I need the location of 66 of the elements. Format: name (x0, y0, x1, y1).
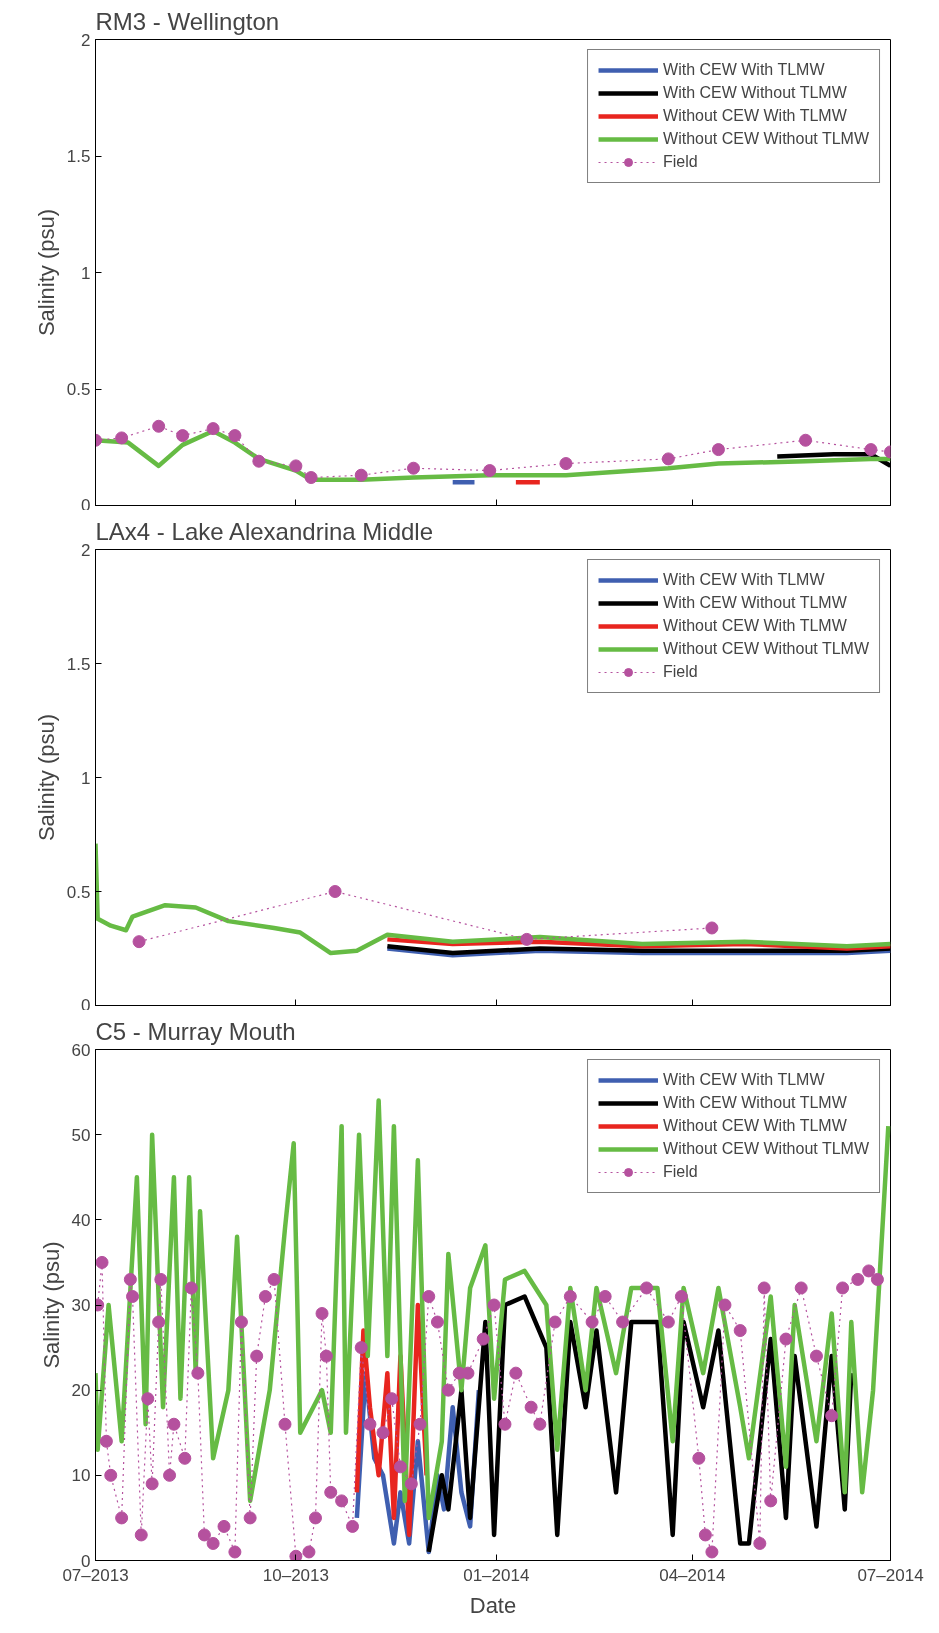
legend-label: Without CEW With TLMW (663, 617, 847, 635)
legend-label: Field (663, 663, 698, 681)
point (711, 443, 725, 457)
legend-label: With CEW With TLMW (663, 61, 825, 79)
y-axis-title: Salinity (psu) (38, 1241, 64, 1369)
legend-label: Without CEW With TLMW (663, 107, 847, 125)
y-tick-label: 50 (71, 1125, 91, 1145)
y-tick-label: 1 (81, 768, 91, 788)
line-series (95, 841, 891, 956)
point (799, 433, 813, 447)
y-tick-label: 1 (81, 263, 91, 283)
legend-label: Without CEW With TLMW (663, 1117, 847, 1135)
point (407, 461, 420, 475)
line-series (95, 1098, 891, 1521)
chart-title: C5 - Murray Mouth (95, 1017, 296, 1045)
point (252, 454, 266, 468)
y-tick-label: 2 (81, 30, 91, 50)
legend-label: With CEW Without TLMW (663, 594, 847, 612)
legend-label: With CEW Without TLMW (663, 84, 847, 102)
point (864, 443, 878, 457)
y-tick-label: 60 (71, 1040, 91, 1060)
y-tick-label: 10 (71, 1466, 91, 1486)
legend-label: With CEW With TLMW (663, 1071, 825, 1089)
point (328, 885, 342, 898)
chart-title: RM3 - Wellington (95, 7, 280, 35)
point (483, 464, 497, 478)
legend-label: With CEW Without TLMW (663, 1094, 847, 1112)
y-tick-label: 0 (81, 995, 91, 1015)
y-tick-label: 40 (71, 1210, 91, 1230)
y-tick-label: 0 (81, 1551, 91, 1571)
point (152, 419, 166, 433)
legend-label: Field (663, 1163, 698, 1181)
y-axis-title: Salinity (psu) (33, 713, 59, 842)
point (520, 932, 534, 946)
y-tick-label: 20 (71, 1381, 91, 1401)
point (705, 921, 719, 935)
point (304, 471, 318, 485)
point (206, 422, 220, 436)
y-tick-label: 1.5 (66, 654, 91, 674)
y-tick-label: 1.5 (66, 147, 91, 166)
point (661, 452, 675, 466)
y-tick-label: 0.5 (66, 380, 91, 399)
legend-label: Field (663, 153, 698, 171)
y-tick-label: 30 (71, 1296, 91, 1315)
y-axis-title: Salinity (psu) (33, 208, 59, 337)
x-tick-label: 04–2014 (659, 1565, 726, 1585)
chart-title: LAx4 - Lake Alexandrina Middle (95, 517, 434, 545)
y-tick-label: 0.5 (66, 882, 91, 902)
line-series (426, 1294, 854, 1555)
legend-label: With CEW With TLMW (663, 571, 825, 589)
y-tick-label: 2 (81, 540, 91, 560)
legend-label: Without CEW Without TLMW (663, 640, 869, 658)
x-tick-label: 01–2014 (463, 1565, 530, 1585)
x-axis-title: Date (469, 1592, 517, 1618)
point (132, 935, 146, 949)
y-tick-label: 0 (81, 495, 91, 515)
x-tick-label: 07–2014 (857, 1565, 924, 1585)
legend-label: Without CEW Without TLMW (663, 1140, 869, 1158)
legend-label: Without CEW Without TLMW (663, 130, 869, 148)
point (228, 429, 242, 443)
point (289, 459, 303, 473)
point (115, 431, 129, 445)
point (354, 468, 368, 482)
point (559, 457, 573, 471)
x-tick-label: 10–2013 (262, 1565, 329, 1585)
point (176, 429, 190, 443)
